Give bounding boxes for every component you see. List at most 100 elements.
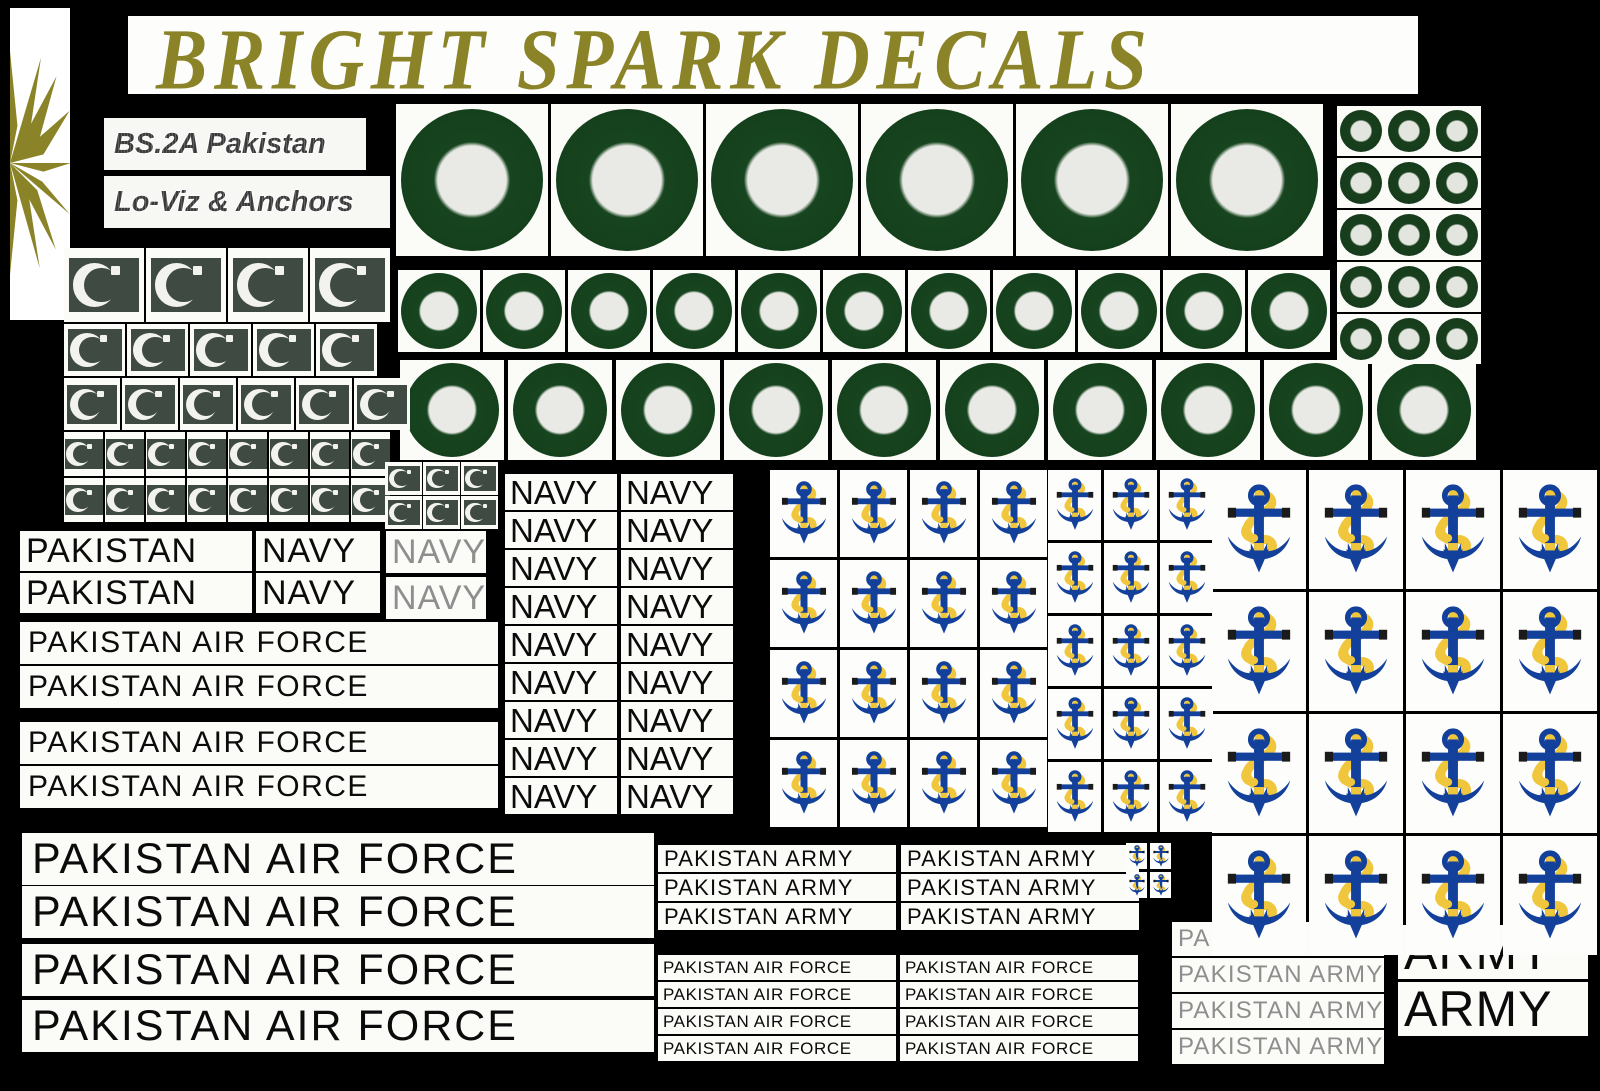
pakistan-navy-text-plate: PAKISTAN xyxy=(20,573,252,613)
anchor-cell-small xyxy=(770,740,837,827)
pakistan-air-force-small-text: PAKISTAN AIR FORCE xyxy=(663,1039,852,1058)
pakistan-air-force-small-text-plate: PAKISTAN AIR FORCE xyxy=(658,1009,896,1034)
roundel-cell xyxy=(1163,270,1245,352)
roundel-cell xyxy=(993,270,1075,352)
pakistan-army-text: PAKISTAN ARMY xyxy=(664,845,854,871)
pakistan-air-force-small-text-plate: PAKISTAN AIR FORCE xyxy=(900,982,1138,1007)
crescent-inner xyxy=(470,504,487,521)
crescent-inner xyxy=(236,444,256,464)
pakistan-flag xyxy=(151,257,221,313)
roundel-medium xyxy=(911,273,987,349)
flag-cell xyxy=(64,478,103,522)
anchor-cell-small xyxy=(1104,470,1157,540)
crescent-inner xyxy=(72,444,92,464)
roundel-cell xyxy=(653,270,735,352)
anchor-cell-small xyxy=(1104,762,1157,832)
navy-text: NAVY xyxy=(626,512,714,548)
navy-text-plate: NAVY xyxy=(505,626,617,662)
pakistan-army-text-plate: PAKISTAN ARMY xyxy=(901,903,1139,930)
roundel-tiny xyxy=(1340,318,1382,360)
fouled-anchor-icon xyxy=(1227,483,1291,573)
army-text-plate: ARMY xyxy=(1398,982,1588,1036)
flag-cell xyxy=(461,496,498,529)
star-icon xyxy=(87,443,93,449)
pakistan-flag xyxy=(125,384,175,424)
roundel-small xyxy=(1161,363,1255,457)
star-icon xyxy=(374,489,380,495)
star-icon xyxy=(482,469,487,474)
pakistan-flag xyxy=(351,485,390,515)
navy-text: NAVY xyxy=(626,550,714,586)
fouled-anchor-icon xyxy=(851,751,896,814)
fouled-anchor-icon xyxy=(1227,727,1291,817)
flag-cell xyxy=(64,378,120,430)
fouled-anchor-icon xyxy=(1518,849,1582,939)
pakistan-army-text-plate: PAKISTAN ARMY xyxy=(658,845,896,872)
navy-text: NAVY xyxy=(510,588,598,624)
subtitle-line-2: Lo-Viz & Anchors xyxy=(104,185,354,219)
pakistan-flag xyxy=(105,439,144,469)
pakistan-flag xyxy=(351,439,390,469)
roundel-tiny xyxy=(1436,318,1478,360)
pakistan-flag xyxy=(105,485,144,515)
navy-text: NAVY xyxy=(510,778,598,814)
roundel-cell xyxy=(1337,314,1385,364)
flag-cell xyxy=(310,432,349,476)
navy-text-plate: NAVY xyxy=(621,474,733,510)
navy-text: NAVY xyxy=(262,532,357,570)
star-icon xyxy=(288,335,296,343)
pakistan-army-gray-text-plate: PAKISTAN ARMY xyxy=(1172,958,1384,992)
roundel-cell xyxy=(568,270,650,352)
star-icon xyxy=(111,266,121,276)
fouled-anchor-icon xyxy=(851,571,896,634)
fouled-anchor-icon xyxy=(1324,605,1388,695)
fouled-anchor-icon xyxy=(1168,551,1205,603)
fouled-anchor-icon xyxy=(851,661,896,724)
anchor-cell-small xyxy=(1104,616,1157,686)
navy-text-plate: NAVY xyxy=(621,740,733,776)
anchor-cell-large xyxy=(1406,470,1500,589)
crescent-inner xyxy=(359,490,379,510)
anchor-cell-large xyxy=(1212,592,1306,711)
navy-text-plate: NAVY xyxy=(505,512,617,548)
star-icon xyxy=(128,489,134,495)
roundel-small xyxy=(405,363,499,457)
anchor-cell-small xyxy=(1160,762,1213,832)
crescent-inner xyxy=(394,470,411,487)
pakistan-flag xyxy=(241,384,291,424)
flag-cell xyxy=(423,496,460,529)
anchor-cell-small xyxy=(1048,543,1101,613)
star-icon xyxy=(333,489,339,495)
anchor-cell-small xyxy=(1048,616,1101,686)
roundel-cell xyxy=(483,270,565,352)
fouled-anchor-icon xyxy=(1227,605,1291,695)
roundel-cell xyxy=(1433,106,1481,156)
fouled-anchor-icon xyxy=(781,571,826,634)
fouled-anchor-icon xyxy=(991,571,1036,634)
flag-cell xyxy=(269,432,308,476)
fouled-anchor-icon xyxy=(1112,697,1149,749)
anchor-cell-small xyxy=(840,650,907,737)
subtitle-plate-1: BS.2A Pakistan xyxy=(104,118,366,170)
star-icon xyxy=(406,469,411,474)
roundel-cell xyxy=(823,270,905,352)
anchor-cell-tiny xyxy=(1150,843,1171,869)
pakistan-flag xyxy=(67,384,117,424)
fouled-anchor-icon xyxy=(1152,873,1169,896)
pakistan-army-text-plate: PAKISTAN ARMY xyxy=(658,874,896,901)
pakistan-air-force-small-text: PAKISTAN AIR FORCE xyxy=(663,985,852,1004)
roundel-tiny xyxy=(1388,110,1430,152)
roundel-cell xyxy=(1078,270,1160,352)
fouled-anchor-icon xyxy=(1168,697,1205,749)
fouled-anchor-icon xyxy=(1056,478,1093,530)
pakistan-army-text-plate: PAKISTAN ARMY xyxy=(901,874,1139,901)
pakistan-flag xyxy=(228,485,267,515)
star-icon xyxy=(193,266,203,276)
flag-cell xyxy=(228,478,267,522)
anchor-cell-small xyxy=(980,560,1047,647)
fouled-anchor-icon xyxy=(1128,873,1145,896)
subtitle-plate-2: Lo-Viz & Anchors xyxy=(104,176,390,228)
fouled-anchor-icon xyxy=(1518,727,1582,817)
flag-cell xyxy=(253,324,314,376)
fouled-anchor-icon xyxy=(991,751,1036,814)
